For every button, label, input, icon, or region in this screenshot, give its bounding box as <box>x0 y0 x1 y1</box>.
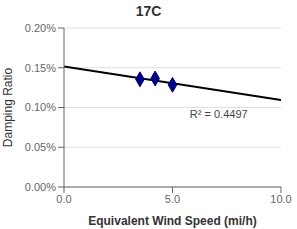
svg-text:0.05%: 0.05% <box>25 141 56 153</box>
svg-text:0.15%: 0.15% <box>25 62 56 74</box>
svg-text:0.10%: 0.10% <box>25 101 56 113</box>
svg-text:0.00%: 0.00% <box>25 181 56 193</box>
html-text:17C: 17C <box>135 3 162 19</box>
svg-text:0.20%: 0.20% <box>25 22 56 34</box>
svg-text:Damping Ratio: Damping Ratio <box>8 67 15 147</box>
svg-text:5.0: 5.0 <box>165 193 180 205</box>
svg-text:0.0: 0.0 <box>56 193 71 205</box>
svg-text:10.0: 10.0 <box>270 193 289 205</box>
svg-text:Equivalent Wind Speed (mi/h): Equivalent Wind Speed (mi/h) <box>88 214 257 228</box>
svg-text:R² = 0.4497: R² = 0.4497 <box>190 108 248 120</box>
